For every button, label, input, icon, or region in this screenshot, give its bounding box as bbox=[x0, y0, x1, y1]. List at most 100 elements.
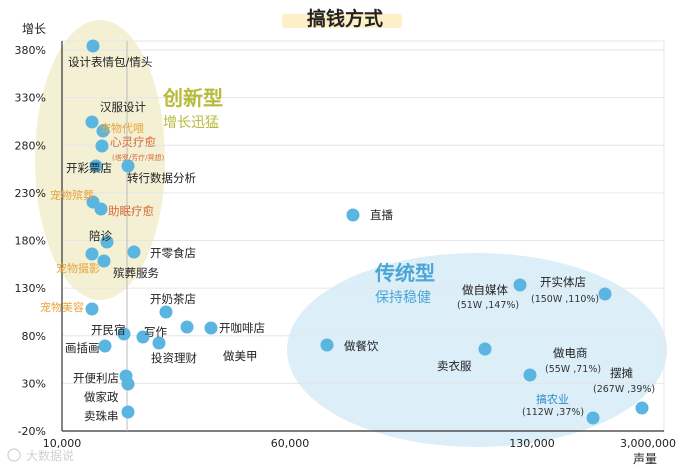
data-point bbox=[159, 305, 173, 319]
data-label: 做美甲 bbox=[223, 349, 258, 363]
traditional-zone bbox=[287, 253, 667, 447]
x-tick-labels: 10,000 60,000 130,000 3,000,000 bbox=[43, 437, 676, 450]
data-label: 写作 bbox=[144, 325, 167, 339]
data-label: 陪诊 bbox=[89, 229, 112, 243]
data-point bbox=[121, 159, 135, 173]
data-label: 做电商 bbox=[553, 346, 588, 360]
y-tick-label: 330% bbox=[15, 92, 46, 105]
data-label: 设计表情包/情头 bbox=[68, 55, 152, 69]
y-tick-label: 80% bbox=[22, 330, 46, 343]
data-point bbox=[152, 336, 166, 350]
data-point bbox=[635, 401, 649, 415]
data-label: 做餐饮 bbox=[344, 339, 379, 353]
y-tick-label: 180% bbox=[15, 235, 46, 248]
innovative-group-title: 创新型 bbox=[162, 86, 223, 110]
x-tick-label: 130,000 bbox=[509, 437, 555, 450]
x-axis-label: 声量 bbox=[633, 452, 657, 466]
data-point bbox=[89, 159, 103, 173]
y-tick-label: -20% bbox=[18, 425, 46, 438]
data-point bbox=[121, 377, 135, 391]
data-point bbox=[121, 405, 135, 419]
data-point bbox=[180, 320, 194, 334]
x-tick-label: 3,000,000 bbox=[620, 437, 676, 450]
data-note: (267W ,39%) bbox=[593, 384, 655, 395]
traditional-group-title: 传统型 bbox=[374, 261, 435, 285]
axes bbox=[61, 41, 664, 432]
data-point bbox=[117, 327, 131, 341]
data-point bbox=[85, 247, 99, 261]
data-label: 开便利店 bbox=[73, 371, 119, 385]
data-points bbox=[85, 39, 649, 425]
x-tick-label: 10,000 bbox=[43, 437, 82, 450]
y-tick-labels: 380% 330% 280% 230% 180% 130% 80% 30% -20% bbox=[15, 44, 46, 438]
data-note: (55W ,71%) bbox=[545, 364, 601, 375]
data-label: 心灵疗愈 bbox=[110, 135, 156, 149]
data-point bbox=[320, 338, 334, 352]
chart-title: 搞钱方式 bbox=[307, 7, 383, 30]
data-label: 开民宿 bbox=[91, 323, 126, 337]
data-label: 开彩票店 bbox=[66, 161, 112, 175]
data-label: 画插画 bbox=[65, 341, 100, 355]
data-label: 宠物美容 bbox=[40, 300, 84, 314]
data-point bbox=[94, 202, 108, 216]
data-label: 转行数据分析 bbox=[127, 171, 196, 185]
data-label: 卖珠串 bbox=[84, 409, 119, 423]
y-axis-label: 增长 bbox=[22, 22, 46, 36]
y-tick-label: 30% bbox=[22, 377, 46, 390]
data-point bbox=[598, 287, 612, 301]
data-point bbox=[98, 339, 112, 353]
data-label: 殡葬服务 bbox=[113, 266, 159, 280]
data-point bbox=[127, 245, 141, 259]
data-point bbox=[86, 39, 100, 53]
y-tick-label: 130% bbox=[15, 282, 46, 295]
data-label: 汉服设计 bbox=[100, 100, 146, 114]
data-label: 宠物殡葬 bbox=[50, 188, 94, 202]
data-note: (51W ,147%) bbox=[457, 300, 519, 311]
data-point bbox=[204, 321, 218, 335]
innovative-zone bbox=[35, 20, 165, 300]
data-point bbox=[97, 254, 111, 268]
data-label: 助眠疗愈 bbox=[108, 204, 154, 218]
data-label: 搞农业 bbox=[536, 392, 569, 406]
watermark-text: 大数据说 bbox=[26, 448, 74, 463]
data-label: 开咖啡店 bbox=[219, 321, 265, 335]
data-point bbox=[85, 302, 99, 316]
data-label: 摆摊 bbox=[610, 366, 633, 380]
data-point bbox=[95, 139, 109, 153]
data-point bbox=[586, 411, 600, 425]
data-point bbox=[346, 208, 360, 222]
y-tick-label: 230% bbox=[15, 187, 46, 200]
innovative-group-subtitle: 增长迅猛 bbox=[163, 115, 219, 131]
data-point bbox=[96, 124, 110, 138]
title-highlight bbox=[282, 14, 402, 28]
data-point bbox=[513, 278, 527, 292]
data-label: 投资理财 bbox=[151, 351, 197, 365]
data-point bbox=[136, 330, 150, 344]
data-label: 卖衣服 bbox=[437, 359, 472, 373]
y-tick-label: 280% bbox=[15, 139, 46, 152]
data-label: 宠物代喂 bbox=[100, 121, 144, 135]
data-label: 宠物摄影 bbox=[56, 261, 100, 275]
traditional-group-subtitle: 保持稳健 bbox=[375, 290, 431, 306]
data-note: (150W ,110%) bbox=[531, 294, 599, 305]
data-label: 做家政 bbox=[84, 390, 119, 404]
data-label: 开零食店 bbox=[150, 246, 196, 260]
watermark: 大数据说 bbox=[7, 448, 74, 463]
data-point bbox=[100, 235, 114, 249]
x-tick-label: 60,000 bbox=[271, 437, 310, 450]
data-label: 开实体店 bbox=[540, 275, 586, 289]
data-label: 做自媒体 bbox=[462, 283, 508, 297]
data-note: (112W ,37%) bbox=[522, 407, 584, 418]
gridlines bbox=[62, 40, 665, 431]
data-note: (塔罗/芳疗/冥想) bbox=[112, 153, 164, 162]
data-point bbox=[85, 115, 99, 129]
data-label: 直播 bbox=[370, 208, 393, 222]
y-tick-label: 380% bbox=[15, 44, 46, 57]
watermark-icon bbox=[7, 448, 21, 462]
data-point bbox=[478, 342, 492, 356]
data-label: 开奶茶店 bbox=[150, 292, 196, 306]
data-point bbox=[523, 368, 537, 382]
